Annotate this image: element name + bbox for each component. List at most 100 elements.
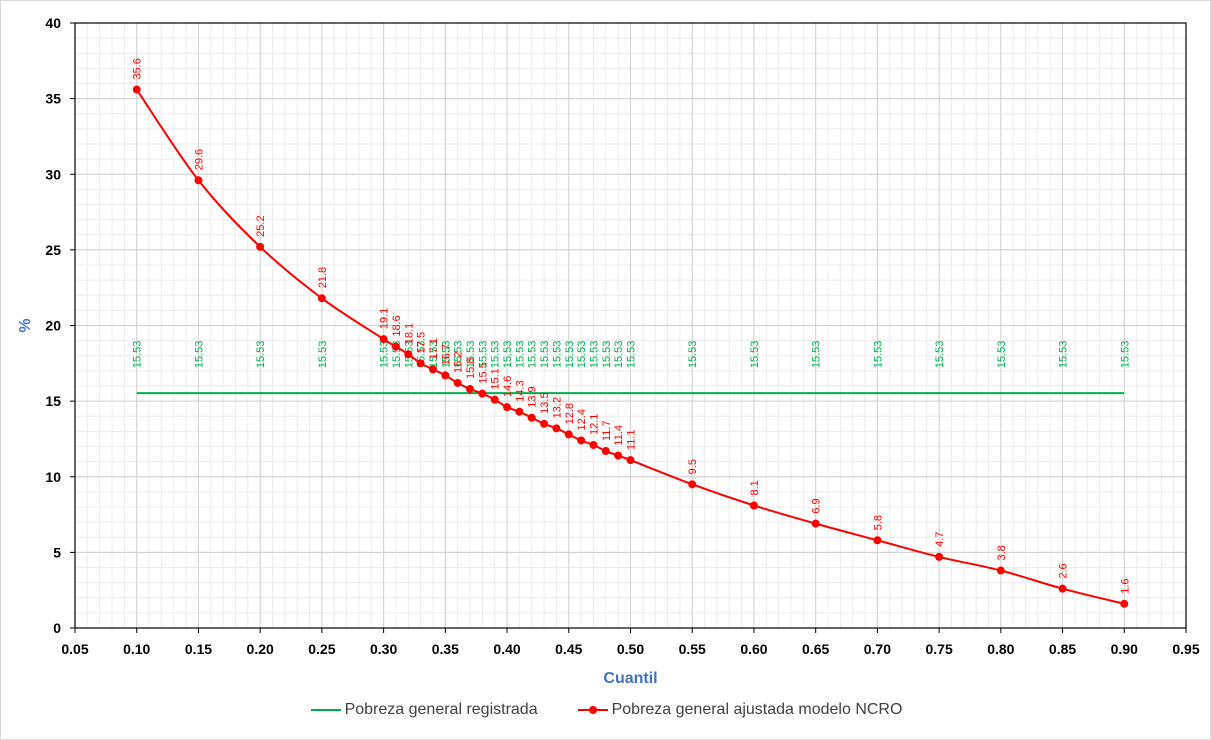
data-point-ajustada xyxy=(428,365,437,374)
line-chart: 0.05 0.10 0.15 0.20 0.25 0.30 0.35 0.40 0.45 0.50… xyxy=(17,15,1200,687)
data-label-registrada: 15.53 xyxy=(477,341,489,369)
data-label-registrada: 15.53 xyxy=(527,341,539,369)
data-label-registrada: 15.53 xyxy=(539,341,551,369)
data-label-registrada: 15.53 xyxy=(934,341,946,369)
data-point-ajustada xyxy=(441,371,450,380)
data-label-ajustada: 35.6 xyxy=(132,58,144,79)
x-tick-label: 0.45 xyxy=(555,641,582,657)
data-label-registrada: 15.53 xyxy=(626,341,638,369)
y-tick-label: 35 xyxy=(45,91,61,107)
data-point-ajustada xyxy=(996,566,1005,575)
data-label-registrada: 15.53 xyxy=(428,341,440,369)
legend-label-registrada: Pobreza general registrada xyxy=(344,701,538,718)
data-point-ajustada xyxy=(478,389,487,398)
data-label-ajustada: 2.6 xyxy=(1058,563,1070,578)
data-point-ajustada xyxy=(811,519,820,528)
data-point-ajustada xyxy=(577,436,586,445)
y-tick-label: 5 xyxy=(53,544,61,560)
data-label-registrada: 15.53 xyxy=(872,341,884,369)
legend: Pobreza general registrada Pobreza gener… xyxy=(1,701,1211,719)
data-point-ajustada xyxy=(527,413,536,422)
data-label-ajustada: 18.1 xyxy=(403,323,415,344)
x-tick-label: 0.95 xyxy=(1172,641,1199,657)
data-label-registrada: 15.53 xyxy=(379,341,391,369)
y-tick-label: 40 xyxy=(45,15,61,31)
x-axis-title: Cuantil xyxy=(603,670,657,687)
data-point-ajustada xyxy=(515,407,524,416)
data-label-ajustada: 9.5 xyxy=(687,459,699,474)
y-tick-label: 10 xyxy=(45,469,61,485)
data-label-registrada: 15.53 xyxy=(490,341,502,369)
data-label-ajustada: 16.2 xyxy=(453,352,465,373)
data-label-ajustada: 3.8 xyxy=(996,545,1008,560)
x-tick-label: 0.50 xyxy=(617,641,644,657)
data-point-ajustada xyxy=(453,378,462,387)
data-label-ajustada: 25.2 xyxy=(255,215,267,236)
data-label-ajustada: 13.5 xyxy=(539,392,551,413)
data-label-registrada: 15.53 xyxy=(255,341,267,369)
x-tick-label: 0.90 xyxy=(1111,641,1138,657)
data-point-ajustada xyxy=(601,447,610,456)
y-tick-label: 15 xyxy=(45,393,61,409)
y-tick-label: 30 xyxy=(45,166,61,182)
data-point-ajustada xyxy=(564,430,573,439)
y-tick-label: 0 xyxy=(53,620,61,636)
data-label-registrada: 15.53 xyxy=(453,341,465,369)
data-label-ajustada: 11.1 xyxy=(626,430,638,451)
data-label-registrada: 15.53 xyxy=(749,341,761,369)
data-point-ajustada xyxy=(466,385,475,394)
x-tick-label: 0.35 xyxy=(432,641,459,657)
data-label-ajustada: 18.6 xyxy=(391,315,403,336)
data-label-ajustada: 8.1 xyxy=(749,480,761,495)
data-point-ajustada xyxy=(404,350,413,359)
data-label-registrada: 15.53 xyxy=(576,341,588,369)
data-label-ajustada: 5.8 xyxy=(872,515,884,530)
data-label-ajustada: 12.8 xyxy=(564,403,576,424)
x-tick-label: 0.80 xyxy=(987,641,1014,657)
data-label-registrada: 15.53 xyxy=(465,341,477,369)
data-label-ajustada: 14.3 xyxy=(514,380,526,401)
data-point-ajustada xyxy=(1120,599,1129,608)
data-point-ajustada xyxy=(132,85,141,94)
data-point-ajustada xyxy=(589,440,598,449)
data-label-ajustada: 4.7 xyxy=(934,532,946,547)
data-point-ajustada xyxy=(688,480,697,489)
data-point-ajustada xyxy=(614,451,623,460)
data-label-ajustada: 12.4 xyxy=(576,409,588,430)
data-label-registrada: 15.53 xyxy=(440,341,452,369)
data-point-ajustada xyxy=(873,536,882,545)
x-tick-label: 0.05 xyxy=(61,641,88,657)
data-point-ajustada xyxy=(540,419,549,428)
legend-swatch-ajustada xyxy=(577,704,608,716)
data-label-registrada: 15.53 xyxy=(132,341,144,369)
x-tick-label: 0.55 xyxy=(679,641,706,657)
data-label-ajustada: 11.4 xyxy=(613,425,625,446)
data-point-ajustada xyxy=(416,359,425,368)
x-tick-label: 0.65 xyxy=(802,641,829,657)
x-tick-label: 0.10 xyxy=(123,641,150,657)
data-point-ajustada xyxy=(626,456,635,465)
data-label-registrada: 15.53 xyxy=(317,341,329,369)
data-label-ajustada: 19.1 xyxy=(379,308,391,329)
data-label-ajustada: 11.7 xyxy=(601,420,613,441)
data-label-registrada: 15.53 xyxy=(502,341,514,369)
data-label-ajustada: 15.1 xyxy=(490,368,502,389)
data-label-registrada: 15.53 xyxy=(551,341,563,369)
x-tick-label: 0.15 xyxy=(185,641,212,657)
x-tick-label: 0.60 xyxy=(740,641,767,657)
data-label-registrada: 15.53 xyxy=(613,341,625,369)
data-label-ajustada: 13.2 xyxy=(551,397,563,418)
data-label-ajustada: 15.8 xyxy=(465,358,477,379)
data-point-ajustada xyxy=(256,242,265,251)
y-tick-label: 25 xyxy=(45,242,61,258)
data-label-ajustada: 29.6 xyxy=(193,149,205,170)
data-label-ajustada: 1.6 xyxy=(1119,579,1131,594)
data-label-ajustada: 12.1 xyxy=(588,414,600,435)
x-tick-label: 0.20 xyxy=(247,641,274,657)
x-tick-label: 0.70 xyxy=(864,641,891,657)
data-point-ajustada xyxy=(503,403,512,412)
data-label-registrada: 15.53 xyxy=(193,341,205,369)
y-tick-label: 20 xyxy=(45,318,61,334)
x-tick-label: 0.40 xyxy=(493,641,520,657)
